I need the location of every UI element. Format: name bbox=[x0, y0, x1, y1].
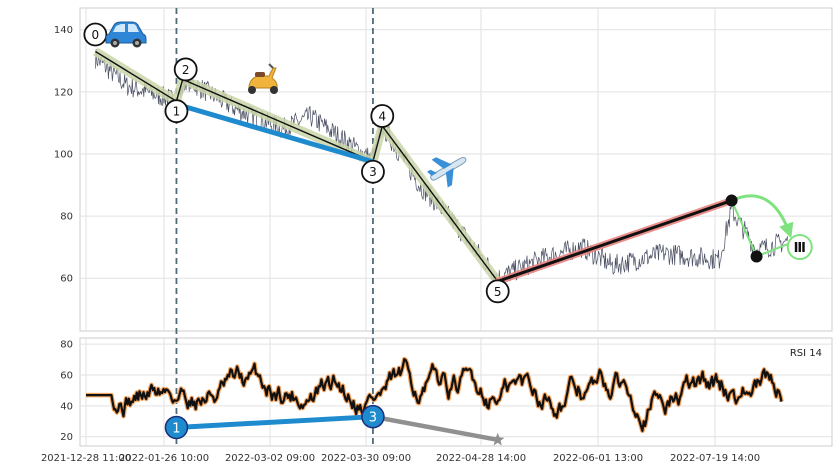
rsi-marker-circle bbox=[164, 415, 189, 440]
price-y-tick-label: 140 bbox=[54, 25, 73, 36]
wave-label-circle bbox=[361, 159, 385, 184]
rsi-line bbox=[86, 358, 783, 432]
scooter-icon bbox=[248, 63, 278, 94]
wave-label: 1 bbox=[173, 105, 181, 119]
x-tick-label: 2022-04-28 14:00 bbox=[436, 453, 526, 464]
rsi-marker-circle bbox=[361, 404, 385, 429]
projection-end-label: Ⅲ bbox=[794, 241, 806, 256]
rsi-blue-trendline bbox=[173, 414, 376, 430]
price-y-tick-label: 120 bbox=[54, 87, 73, 98]
wave-label: 3 bbox=[369, 165, 377, 179]
wave-label-circle bbox=[370, 104, 395, 128]
price-y-tick-label: 100 bbox=[54, 149, 73, 160]
projection-end-circle bbox=[786, 234, 813, 261]
wave-label: 0 bbox=[92, 28, 100, 42]
wave-label: 4 bbox=[378, 110, 386, 124]
airplane-icon bbox=[427, 156, 467, 188]
price-panel-frame bbox=[79, 7, 833, 332]
price-y-tick-label: 60 bbox=[60, 274, 73, 285]
price-blue-trendline bbox=[173, 101, 376, 165]
rsi-y-tick-label: 40 bbox=[60, 401, 73, 412]
price-series bbox=[95, 49, 789, 287]
projection-mid-dot bbox=[750, 250, 763, 263]
annotation-layer bbox=[83, 22, 813, 446]
x-tick-label: 2022-01-26 10:00 bbox=[119, 453, 209, 464]
price-line bbox=[95, 49, 789, 287]
wave-label-circle bbox=[164, 99, 189, 124]
wave-label-circle bbox=[485, 279, 510, 304]
price-black-trendline bbox=[496, 199, 734, 283]
rsi-series bbox=[85, 356, 784, 434]
price-y-tick-label: 80 bbox=[60, 212, 73, 223]
wave-label-circle bbox=[83, 22, 108, 47]
x-tick-label: 2022-03-30 09:00 bbox=[321, 453, 411, 464]
rsi-marker-label: 3 bbox=[369, 411, 377, 426]
wave-label: 2 bbox=[182, 63, 190, 77]
x-tick-label: 2021-12-28 11:00 bbox=[41, 453, 131, 464]
wave-zigzag bbox=[95, 50, 499, 282]
car-icon bbox=[105, 21, 147, 48]
x-tick-label: 2022-07-19 14:00 bbox=[670, 453, 760, 464]
projection-arrow bbox=[731, 194, 794, 239]
rsi-gray-trendline bbox=[370, 414, 500, 443]
wave-layer bbox=[93, 47, 502, 284]
wave-label-circle bbox=[173, 57, 198, 82]
rsi-y-tick-label: 60 bbox=[60, 371, 73, 382]
wave-label: 5 bbox=[494, 285, 502, 299]
rsi-y-tick-label: 20 bbox=[60, 432, 73, 443]
rsi-legend: RSI 14 bbox=[790, 348, 822, 359]
x-tick-label: 2022-06-01 13:00 bbox=[553, 453, 643, 464]
rsi-marker-label: 1 bbox=[172, 421, 180, 436]
rsi-y-tick-label: 80 bbox=[60, 340, 73, 351]
x-tick-label: 2022-03-02 09:00 bbox=[225, 453, 315, 464]
projection-start-dot bbox=[725, 194, 738, 207]
rsi-star-marker bbox=[491, 432, 505, 446]
